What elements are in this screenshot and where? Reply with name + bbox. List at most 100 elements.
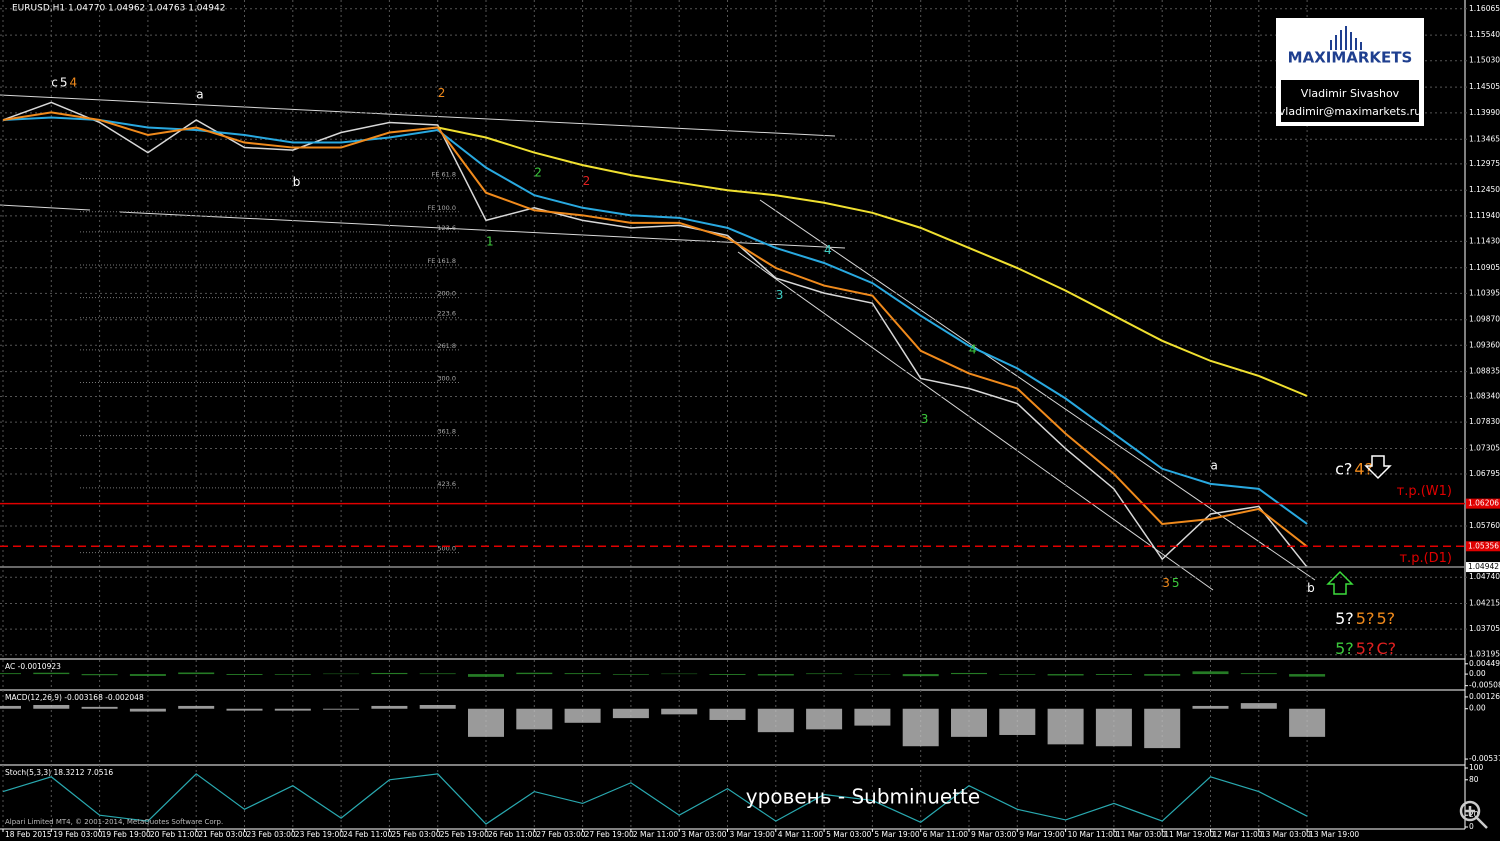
zoom-icon[interactable] [1459, 800, 1488, 829]
histogram-bar [1289, 708, 1326, 737]
footer: Alpari Limited MT4, © 2001-2014, MetaQuo… [5, 818, 223, 826]
x-tick-label: 23 Feb 03:00 [247, 830, 296, 839]
histogram-bar [661, 708, 698, 715]
y-tick-label: 1.05760 [1469, 521, 1500, 530]
fib-label: 261.8 [437, 342, 456, 350]
wave-label: 5? [1335, 609, 1354, 628]
y-tick-label: 1.04215 [1469, 599, 1500, 608]
histogram-bar [806, 708, 843, 730]
fib-label: 200.0 [437, 290, 456, 298]
x-tick-label: 27 Feb 19:00 [585, 830, 634, 839]
price-tag [1466, 562, 1500, 573]
histogram-bar [1192, 671, 1229, 675]
series-line [2, 773, 1308, 825]
y-tick-label: 1.13465 [1469, 134, 1500, 143]
y-tick-label: 0.00 [1469, 669, 1486, 678]
histogram-bar [999, 708, 1036, 735]
wave-label: 3 [921, 412, 929, 426]
histogram-bar [178, 705, 215, 709]
price-tag-label: 1.04942 [1468, 562, 1499, 571]
wave-label: 2 [583, 174, 591, 188]
x-tick-label: 13 Mar 19:00 [1309, 830, 1359, 839]
histogram-bar [902, 708, 939, 747]
x-tick-label: 23 Feb 19:00 [295, 830, 344, 839]
series-line [2, 116, 1308, 525]
histogram-bar [1047, 708, 1084, 745]
histogram-bar [1240, 703, 1277, 709]
y-tick-label: 1.10905 [1469, 263, 1500, 272]
fib-label: FE 61.8 [432, 171, 456, 179]
fib-label: 423.6 [437, 480, 456, 488]
histogram-bar [33, 704, 70, 709]
wave-label: 2 [438, 86, 446, 100]
histogram-bar [81, 674, 118, 676]
histogram-bar [81, 706, 118, 709]
histogram-bar [564, 708, 601, 723]
histogram-bar [129, 674, 166, 676]
x-tick-label: 3 Mar 03:00 [681, 830, 727, 839]
x-tick-label: 19 Feb 03:00 [53, 830, 102, 839]
fib-label: 300.0 [437, 374, 456, 382]
fib-label: FE 100.0 [427, 204, 456, 212]
wave-label: c [51, 75, 58, 89]
histogram-bar [564, 673, 601, 675]
wave-label: 2 [534, 166, 542, 180]
level-note: т.р.(D1) [1399, 551, 1452, 566]
x-tick-label: 25 Feb 03:00 [391, 830, 440, 839]
fib-label: 500.0 [437, 545, 456, 553]
x-tick-label: 10 Mar 11:00 [1068, 830, 1118, 839]
wave-label: 5? [1335, 639, 1354, 658]
wave-label: a [1211, 458, 1218, 472]
histogram-bar [709, 674, 746, 675]
wave-label: 4 [969, 342, 977, 356]
x-tick-label: 6 Mar 11:00 [923, 830, 969, 839]
caption: уровень - Subminuette [746, 785, 980, 809]
wave-label: 5? [1376, 609, 1395, 628]
logo-email: vladimir@maximarkets.ru [1279, 105, 1421, 118]
price-tag [1466, 498, 1500, 509]
price-tag [1466, 541, 1500, 552]
y-tick-label: 1.09360 [1469, 340, 1500, 349]
histogram-bar [516, 708, 553, 730]
histogram-bar [274, 674, 311, 675]
y-tick-label: 1.04740 [1469, 572, 1500, 581]
histogram-bar [33, 672, 70, 675]
y-tick-label: 1.11940 [1469, 211, 1500, 220]
histogram-bar [1289, 674, 1326, 677]
histogram-bar [419, 704, 456, 709]
wave-label: 5 [60, 75, 68, 89]
logo-box: MAXIMARKETS Vladimir Sivashov vladimir@m… [1276, 18, 1424, 126]
y-tick-label: 1.12450 [1469, 185, 1500, 194]
histogram-bar [757, 674, 794, 676]
fib-label: 223.6 [437, 310, 456, 318]
histogram-bar [1240, 673, 1277, 675]
price-tag-label: 1.06206 [1468, 499, 1499, 508]
y-tick-label: 1.16065 [1469, 4, 1500, 13]
y-tick-label: 1.06795 [1469, 469, 1500, 478]
y-tick-label: 0 [1469, 822, 1474, 831]
histogram-bar [902, 674, 939, 677]
wave-label: 5? [1356, 639, 1375, 658]
y-tick-label: 1.03705 [1469, 624, 1500, 633]
x-tick-label: 25 Feb 19:00 [440, 830, 489, 839]
x-tick-label: 21 Feb 03:00 [198, 830, 247, 839]
y-tick-label: 1.12975 [1469, 159, 1500, 168]
fib-label: FE 161.8 [427, 257, 456, 265]
y-tick-label: 1.15540 [1469, 30, 1500, 39]
y-tick-label: -0.00537 [1469, 754, 1500, 763]
histogram-bar [806, 673, 843, 675]
x-tick-label: 9 Mar 19:00 [1019, 830, 1065, 839]
wave-label: a [196, 87, 203, 101]
wave-label: C? [1376, 639, 1396, 658]
histogram-bar [323, 708, 360, 710]
y-tick-label: 0.00 [1469, 704, 1486, 713]
fib-label: 361.8 [437, 428, 456, 436]
y-tick-label: 0.004495 [1469, 659, 1500, 668]
x-tick-label: 5 Mar 19:00 [874, 830, 920, 839]
histogram-bar [129, 708, 166, 712]
x-tick-label: 11 Mar 19:00 [1164, 830, 1214, 839]
series-line [2, 101, 1308, 568]
y-tick-label: 1.10395 [1469, 288, 1500, 297]
